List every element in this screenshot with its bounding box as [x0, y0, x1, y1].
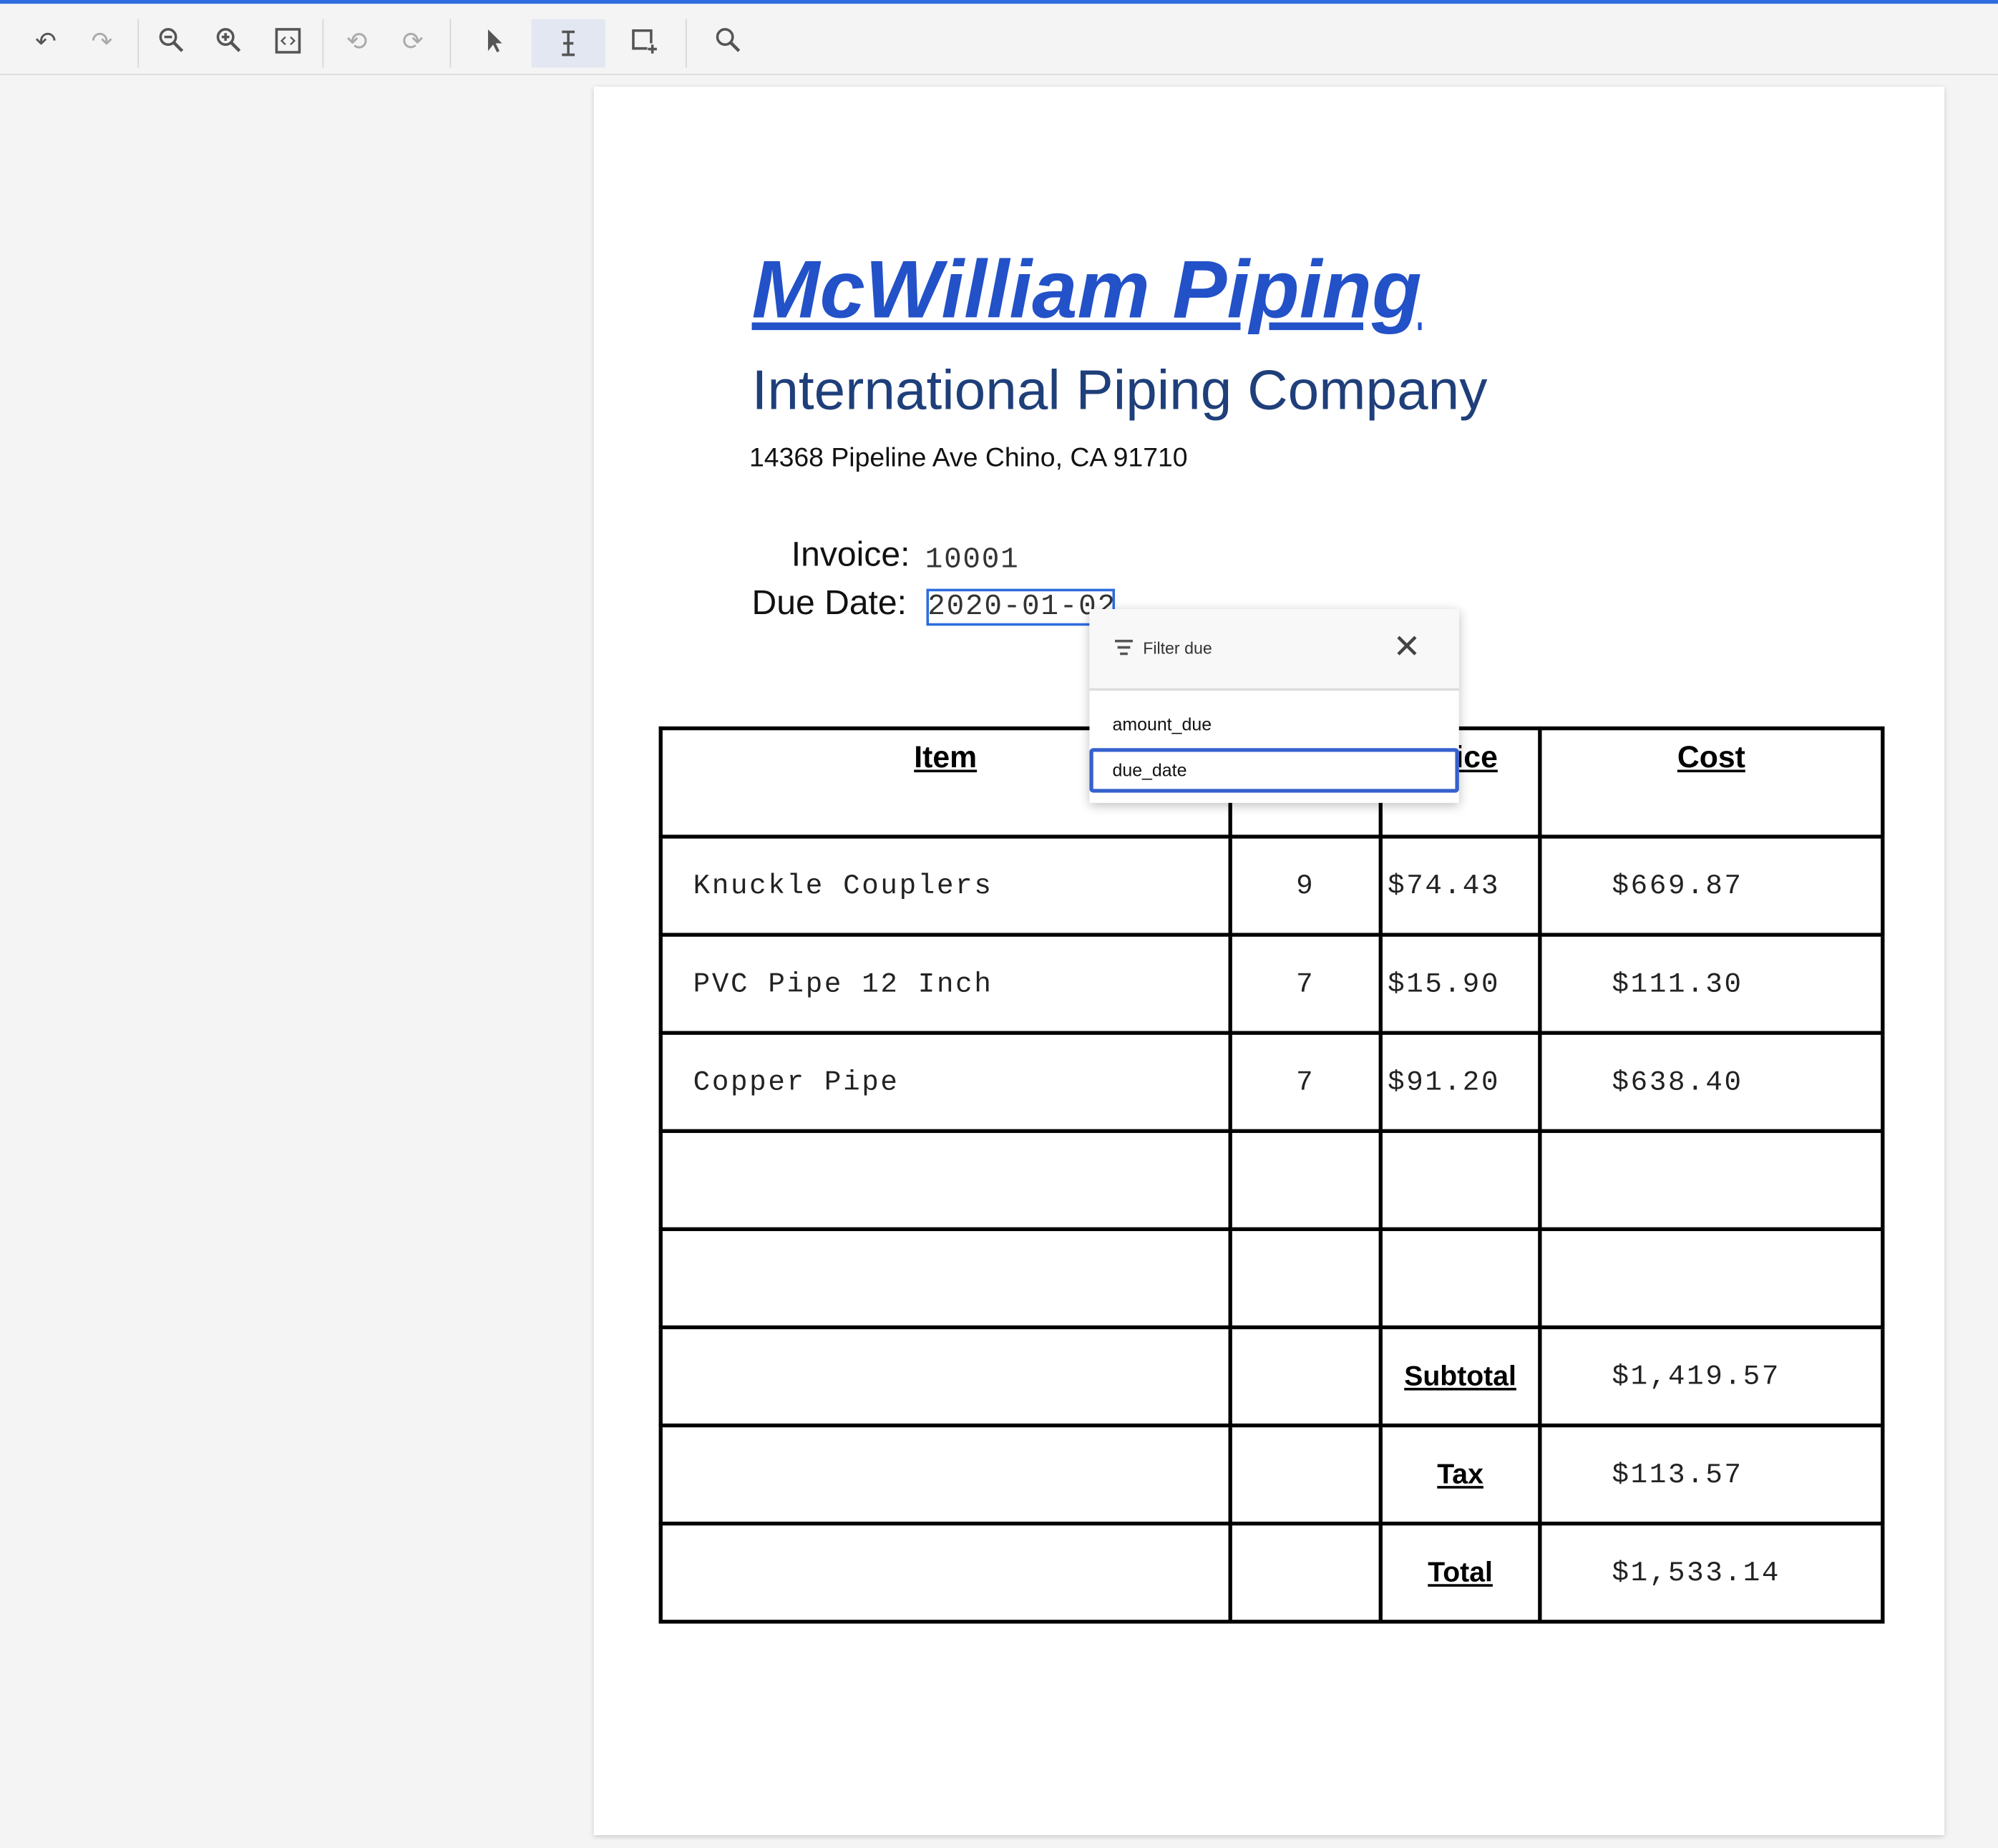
document-page: McWilliam Piping International Piping Co… [593, 87, 1945, 1836]
filter-icon [1115, 639, 1133, 659]
invoice-label: Invoice: [791, 535, 910, 574]
toolbar: ↶ ↷ ⟲ ⟳ [0, 4, 1998, 76]
cell-cost [1538, 1129, 1885, 1232]
total-value: $1,419.57 [1538, 1325, 1885, 1428]
total-label: Total [1378, 1522, 1542, 1624]
table-row [658, 1129, 1885, 1232]
cell-cost: $111.30 [1538, 933, 1885, 1035]
cell-cost: $669.87 [1538, 835, 1885, 937]
due-date-value: 2020-01-02 [927, 590, 1116, 623]
total-value: $113.57 [1538, 1423, 1885, 1526]
option-due-date[interactable]: due_date [1089, 748, 1459, 793]
fit-page-icon[interactable] [268, 19, 308, 63]
close-icon[interactable]: ✕ [1393, 627, 1421, 666]
cell-price: $15.90 [1378, 933, 1542, 1035]
zoom-in-icon[interactable] [209, 19, 250, 63]
table-row: Knuckle Couplers 9 $74.43 $669.87 [658, 835, 1885, 937]
cell-quantity [1228, 1227, 1383, 1330]
cell-quantity: 7 [1228, 933, 1383, 1035]
total-value: $1,533.14 [1538, 1522, 1885, 1624]
header-cost: Cost [1538, 726, 1885, 839]
cell-item: PVC Pipe 12 Inch [658, 933, 1232, 1035]
cell-empty [658, 1522, 1232, 1624]
table-row: PVC Pipe 12 Inch 7 $15.90 $111.30 [658, 933, 1885, 1035]
company-subtitle: International Piping Company [751, 359, 1488, 422]
cell-item [658, 1129, 1232, 1232]
rotate-right-icon[interactable]: ⟳ [401, 27, 424, 56]
filter-header: Filter due ✕ [1089, 609, 1459, 691]
cell-empty [1228, 1522, 1383, 1624]
zoom-out-icon[interactable] [152, 19, 193, 63]
filter-popup: Filter due ✕ amount_due due_date [1089, 609, 1459, 803]
cell-empty [1228, 1325, 1383, 1428]
table-row: Copper Pipe 7 $91.20 $638.40 [658, 1031, 1885, 1133]
table-row [658, 1227, 1885, 1330]
totals-row: Subtotal $1,419.57 [658, 1325, 1885, 1428]
invoice-table: Item Price Cost Knuckle Couplers 9 $74.4… [658, 726, 1885, 1624]
cell-price: $91.20 [1378, 1031, 1542, 1133]
divider [322, 19, 324, 68]
company-address: 14368 Pipeline Ave Chino, CA 91710 [749, 443, 1188, 473]
cell-quantity [1228, 1129, 1383, 1232]
divider [449, 19, 452, 68]
redo-icon[interactable]: ↷ [91, 27, 113, 56]
cell-quantity: 7 [1228, 1031, 1383, 1133]
due-date-field[interactable]: 2020-01-02 [926, 588, 1116, 626]
pointer-icon[interactable] [474, 19, 515, 63]
due-date-label: Due Date: [751, 583, 907, 622]
option-label: amount_due [1112, 714, 1212, 734]
cell-cost [1538, 1227, 1885, 1330]
cell-price [1378, 1227, 1542, 1330]
total-label: Subtotal [1378, 1325, 1542, 1428]
divider [685, 19, 687, 68]
text-select-icon[interactable] [531, 19, 605, 68]
cell-item: Copper Pipe [658, 1031, 1232, 1133]
invoice-number[interactable]: 10001 [925, 543, 1020, 576]
cell-empty [1228, 1423, 1383, 1526]
cell-empty [658, 1325, 1232, 1428]
company-title: McWilliam Piping [751, 243, 1422, 336]
cell-quantity: 9 [1228, 835, 1383, 937]
totals-row: Total $1,533.14 [658, 1522, 1885, 1624]
divider [137, 19, 140, 68]
cell-item: Knuckle Couplers [658, 835, 1232, 937]
total-label: Tax [1378, 1423, 1542, 1526]
undo-icon[interactable]: ↶ [35, 27, 57, 56]
totals-row: Tax $113.57 [658, 1423, 1885, 1526]
cell-price [1378, 1129, 1542, 1232]
cell-item [658, 1227, 1232, 1330]
cell-price: $74.43 [1378, 835, 1542, 937]
search-icon[interactable] [708, 19, 749, 63]
rotate-left-icon[interactable]: ⟲ [346, 27, 368, 56]
cell-cost: $638.40 [1538, 1031, 1885, 1133]
option-label: due_date [1112, 759, 1187, 780]
cell-empty [658, 1423, 1232, 1526]
accent-bar [0, 0, 1998, 4]
add-field-icon[interactable] [623, 19, 664, 63]
filter-title: Filter due [1143, 638, 1212, 658]
